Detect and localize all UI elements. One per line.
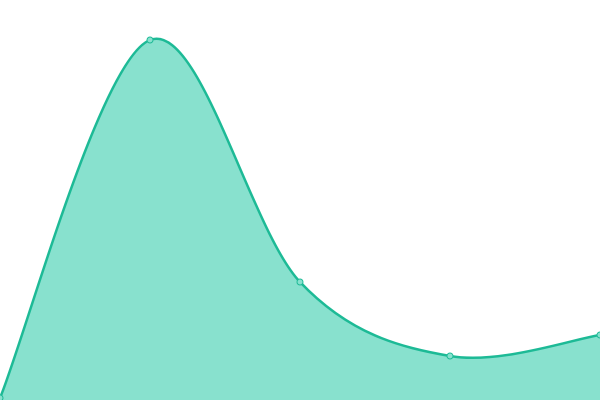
point [596,331,600,339]
point [296,278,304,286]
point [146,36,154,44]
point [446,352,454,360]
line [0,37,600,399]
point [0,394,4,400]
area [0,38,600,400]
